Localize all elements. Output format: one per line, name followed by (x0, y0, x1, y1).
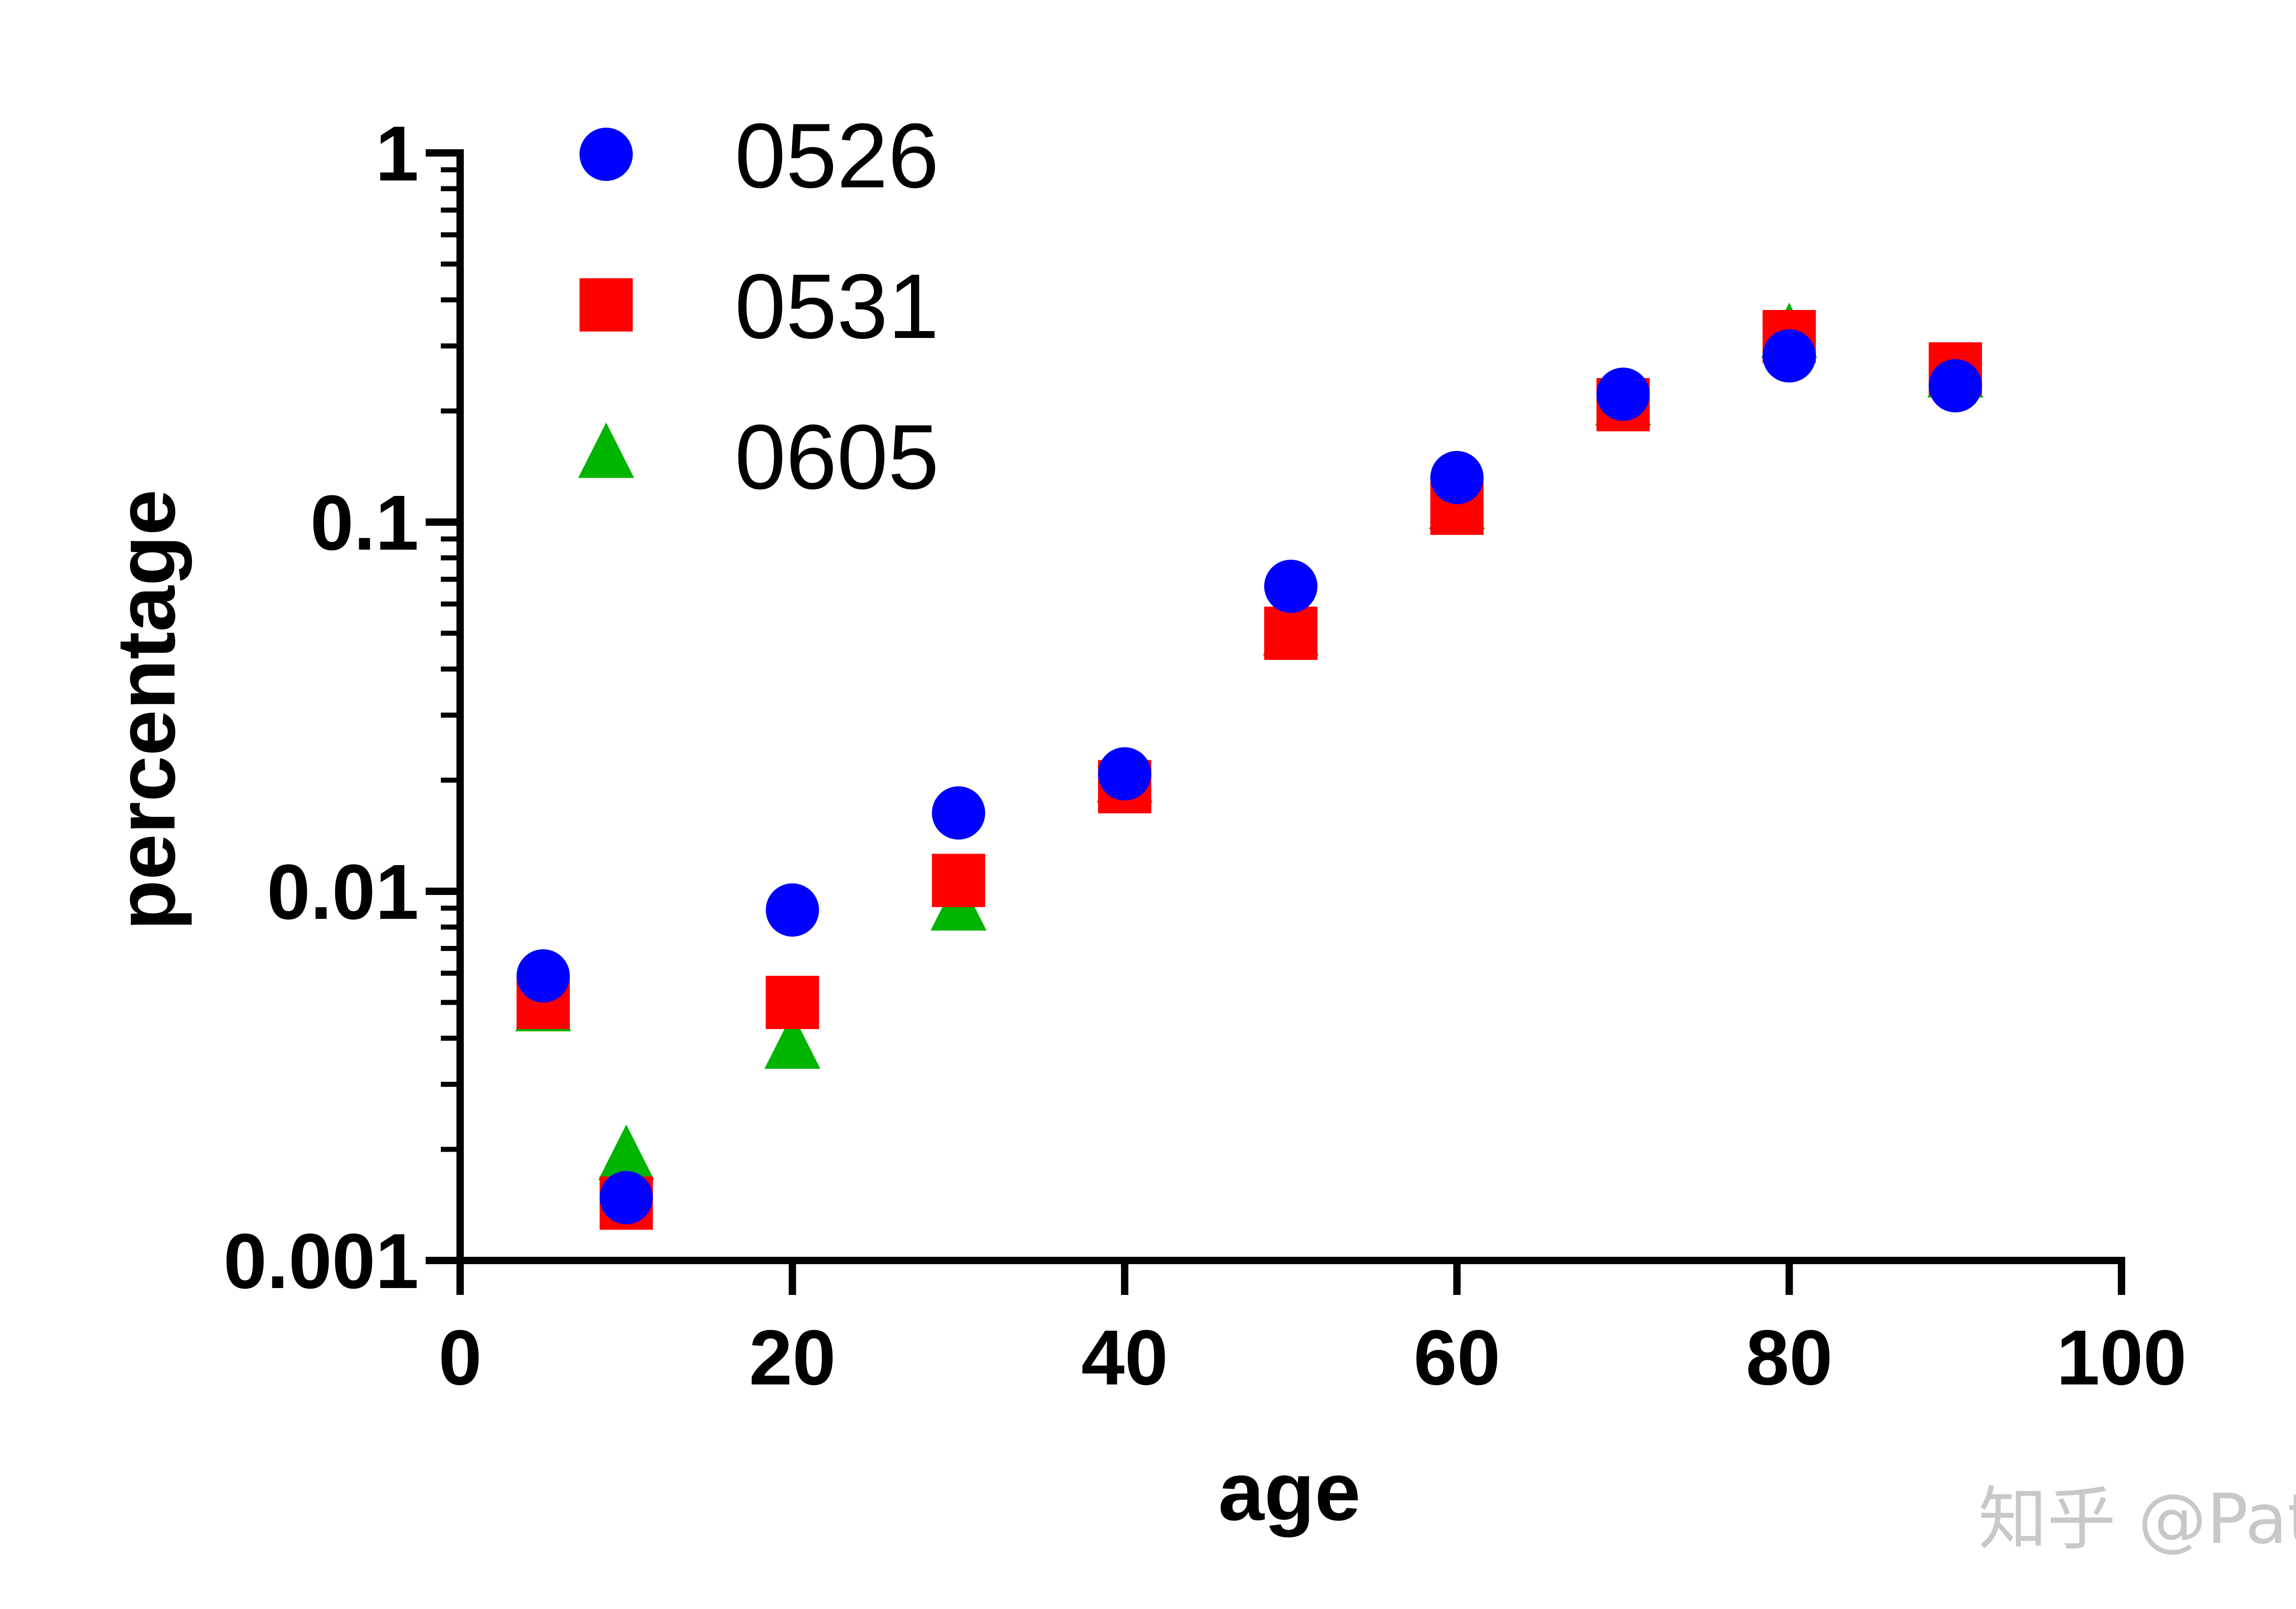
legend-marker-0526 (580, 128, 633, 181)
data-point-0526 (1264, 559, 1317, 613)
legend-marker-0531 (580, 278, 633, 332)
data-point-0531 (765, 976, 819, 1030)
legend-label: 0605 (735, 406, 939, 508)
data-point-0605 (764, 1013, 821, 1069)
data-point-0531 (1264, 607, 1317, 660)
data-point-0605 (598, 1124, 654, 1180)
data-point-0526 (516, 949, 570, 1003)
legend-marker-0605 (578, 422, 634, 478)
ticks-layer: 0 20 40 60 80 100 0.001 0.01 0.1 1 (224, 110, 2187, 1401)
x-tick-label: 0 (439, 1314, 482, 1401)
data-point-0526 (1098, 747, 1152, 801)
x-tick-label: 80 (1746, 1314, 1833, 1401)
watermark: 知乎 @Pat (1978, 1480, 2296, 1559)
x-tick-label: 60 (1413, 1314, 1500, 1401)
y-tick-label: 0.1 (310, 479, 419, 567)
x-axis-title: age (1218, 1446, 1361, 1538)
data-point-0526 (1929, 359, 1982, 413)
data-point-0526 (1430, 451, 1484, 505)
y-axis-title: percentage (100, 489, 192, 930)
data-point-0526 (1762, 329, 1816, 383)
data-point-0526 (599, 1171, 653, 1225)
x-tick-label: 40 (1081, 1314, 1168, 1401)
data-point-0526 (1596, 367, 1650, 421)
x-tick-label: 100 (2056, 1314, 2187, 1401)
data-point-0526 (932, 786, 985, 840)
legend: 0526 0531 0605 (578, 105, 939, 508)
x-tick-label: 20 (749, 1314, 836, 1401)
data-point-0531 (932, 854, 985, 907)
points-layer (515, 302, 1984, 1230)
data-point-0526 (765, 883, 819, 937)
y-tick-label: 0.01 (267, 849, 419, 936)
y-tick-label: 0.001 (224, 1218, 419, 1305)
y-tick-label: 1 (375, 110, 419, 197)
legend-label: 0526 (735, 105, 939, 207)
legend-label: 0531 (735, 255, 939, 358)
axes-layer (456, 149, 2125, 1264)
